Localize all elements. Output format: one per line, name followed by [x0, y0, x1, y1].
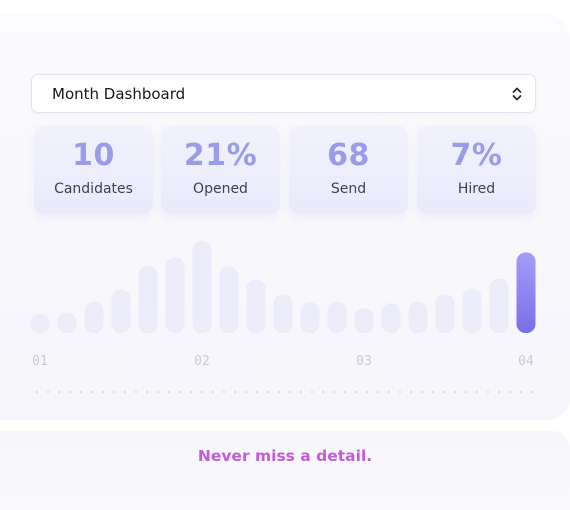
bar-chart: 01 02 03 04: [30, 241, 536, 394]
stat-card-hired: 7% Hired: [417, 126, 536, 214]
chart-bar: [192, 241, 212, 333]
axis-dot: [189, 390, 193, 394]
axis-dot: [134, 390, 138, 394]
x-tick-label: 01: [32, 354, 48, 369]
axis-dot: [178, 390, 182, 394]
stat-label: Send: [330, 181, 367, 197]
chart-bar: [381, 303, 401, 333]
axis-dot: [46, 390, 50, 394]
chart-bar: [138, 265, 158, 333]
axis-dot: [530, 390, 534, 394]
stat-value: 7%: [450, 138, 503, 173]
chevron-updown-icon: [512, 87, 522, 101]
chart-bar: [111, 289, 131, 333]
axis-dot: [475, 390, 479, 394]
axis-dot: [376, 390, 380, 394]
axis-dot: [57, 390, 61, 394]
axis-dot: [442, 390, 446, 394]
x-tick-label: 02: [194, 354, 210, 369]
stat-card-send: 68 Send: [289, 126, 408, 214]
stat-card-opened: 21% Opened: [161, 126, 280, 214]
stat-label: Opened: [193, 181, 248, 197]
axis-dot: [497, 390, 501, 394]
stat-value: 21%: [183, 138, 258, 173]
footer-panel: Never miss a detail.: [0, 431, 570, 510]
axis-dot: [519, 390, 523, 394]
chart-bar: [273, 294, 293, 333]
chart-bar: [408, 301, 428, 333]
axis-dot: [387, 390, 391, 394]
stat-card-candidates: 10 Candidates: [34, 126, 153, 214]
axis-dot: [464, 390, 468, 394]
axis-dot: [398, 390, 402, 394]
chart-bar: [30, 314, 50, 333]
chart-bar-highlighted: [516, 252, 536, 333]
chart-bar: [435, 294, 455, 333]
axis-dot: [409, 390, 413, 394]
axis-dot: [233, 390, 237, 394]
chart-bar: [84, 301, 104, 333]
axis-dot: [90, 390, 94, 394]
axis-dot: [266, 390, 270, 394]
dashboard-select[interactable]: Month Dashboard: [31, 74, 536, 113]
axis-dot: [420, 390, 424, 394]
axis-dot: [310, 390, 314, 394]
stat-label: Candidates: [54, 181, 133, 197]
chart-bar: [165, 257, 185, 333]
x-tick-label: 03: [356, 354, 372, 369]
axis-dot: [35, 390, 39, 394]
stat-label: Hired: [457, 181, 496, 197]
axis-dot: [343, 390, 347, 394]
chart-bar: [489, 278, 509, 333]
dashboard-select-value: Month Dashboard: [52, 84, 186, 103]
chart-bar: [57, 312, 77, 333]
axis-dot: [101, 390, 105, 394]
axis-dot: [354, 390, 358, 394]
axis-dot: [486, 390, 490, 394]
tagline: Never miss a detail.: [197, 447, 373, 465]
axis-dot: [123, 390, 127, 394]
axis-dot: [332, 390, 336, 394]
axis-dot: [79, 390, 83, 394]
axis-dot: [222, 390, 226, 394]
axis-dot: [365, 390, 369, 394]
chart-bar: [300, 302, 320, 333]
axis-dot: [68, 390, 72, 394]
axis-dot: [508, 390, 512, 394]
axis-dot: [288, 390, 292, 394]
chart-bar: [462, 288, 482, 333]
x-tick-label: 04: [518, 354, 534, 369]
axis-dot: [167, 390, 171, 394]
axis-dot: [431, 390, 435, 394]
axis-dot: [211, 390, 215, 394]
axis-dot: [453, 390, 457, 394]
axis-dot: [244, 390, 248, 394]
axis-dot: [200, 390, 204, 394]
axis-dot: [321, 390, 325, 394]
chart-bar: [327, 301, 347, 333]
stat-value: 68: [327, 138, 370, 173]
axis-dot: [156, 390, 160, 394]
stat-value: 10: [72, 138, 115, 173]
axis-dot: [145, 390, 149, 394]
axis-dot: [255, 390, 259, 394]
axis-dot: [112, 390, 116, 394]
chart-bar: [219, 266, 239, 333]
axis-dot: [277, 390, 281, 394]
chart-bar: [354, 308, 374, 333]
axis-dot: [299, 390, 303, 394]
chart-bar: [246, 279, 266, 333]
